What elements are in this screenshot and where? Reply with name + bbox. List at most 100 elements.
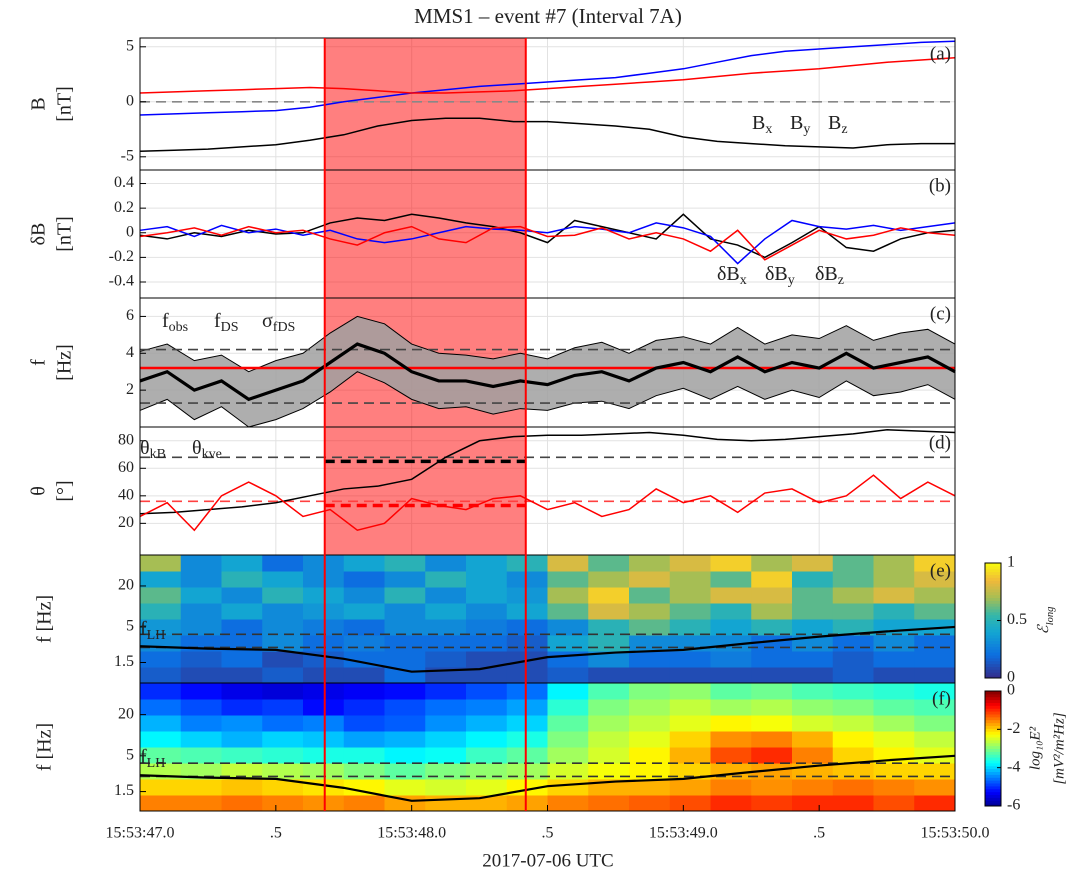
colorbar-swatch bbox=[985, 745, 1001, 749]
heatmap-cell bbox=[588, 683, 630, 700]
heatmap-cell bbox=[262, 571, 304, 588]
colorbar-swatch bbox=[985, 722, 1001, 726]
colorbar-swatch bbox=[985, 657, 1001, 662]
heatmap-cell bbox=[262, 699, 304, 716]
heatmap-cell bbox=[710, 731, 752, 748]
colorbar-swatch bbox=[985, 672, 1001, 676]
legend-entry: fobs bbox=[162, 310, 188, 336]
y-tick-label: -0.4 bbox=[109, 273, 134, 290]
colorbar-swatch bbox=[985, 655, 1001, 659]
heatmap-cell bbox=[384, 699, 426, 716]
heatmap-cell bbox=[180, 555, 222, 572]
heatmap-cell bbox=[873, 555, 915, 572]
interval-shade bbox=[324, 38, 526, 170]
y-tick-label: 6 bbox=[126, 307, 134, 324]
heatmap-cell bbox=[629, 619, 671, 636]
heatmap-cell bbox=[832, 651, 874, 668]
heatmap-cell bbox=[506, 699, 548, 716]
heatmap-cell bbox=[466, 555, 508, 572]
y-tick-label: 1.5 bbox=[114, 782, 134, 799]
heatmap-cell bbox=[506, 747, 548, 764]
y-axis-label: [Hz] bbox=[54, 344, 76, 381]
heatmap-cell bbox=[343, 747, 385, 764]
heatmap-cell bbox=[466, 571, 508, 588]
colorbar-swatch bbox=[985, 699, 1001, 703]
heatmap-cell bbox=[832, 555, 874, 572]
text-part: θ bbox=[140, 437, 150, 459]
x-tick-label: 15:53:50.0 bbox=[921, 825, 990, 842]
heatmap-cell bbox=[547, 603, 589, 620]
heatmap-cell bbox=[710, 699, 752, 716]
heatmap-cell bbox=[140, 715, 182, 732]
heatmap-cell bbox=[873, 667, 915, 684]
heatmap-cell bbox=[506, 795, 548, 812]
heatmap-cell bbox=[140, 555, 182, 572]
colorbar-swatch bbox=[985, 728, 1001, 732]
heatmap-cell bbox=[425, 619, 467, 636]
colorbar-swatch bbox=[985, 794, 1001, 798]
colorbar-tick-label: 0.5 bbox=[1007, 611, 1027, 628]
y-tick-label: 60 bbox=[118, 459, 134, 476]
heatmap-cell bbox=[221, 763, 263, 780]
heatmap-cell bbox=[343, 795, 385, 812]
colorbar-tick-label: 1 bbox=[1007, 554, 1015, 571]
text-part: x bbox=[765, 122, 772, 137]
heatmap-cell bbox=[629, 603, 671, 620]
heatmap-cell bbox=[832, 699, 874, 716]
legend-entry: θkB bbox=[140, 437, 166, 463]
colorbar-swatch bbox=[985, 571, 1001, 575]
heatmap-cell bbox=[873, 571, 915, 588]
heatmap-cell bbox=[262, 763, 304, 780]
heatmap-cell bbox=[832, 571, 874, 588]
heatmap-cell bbox=[506, 731, 548, 748]
colorbar-swatch bbox=[985, 725, 1001, 729]
colorbar-swatch bbox=[985, 637, 1001, 642]
heatmap-cell bbox=[588, 635, 630, 652]
heatmap-cell bbox=[914, 651, 956, 668]
interval-shade bbox=[324, 427, 526, 555]
heatmap-cell bbox=[221, 747, 263, 764]
heatmap-cell bbox=[588, 667, 630, 684]
heatmap-cell bbox=[140, 587, 182, 604]
x-tick-label: 15:53:49.0 bbox=[649, 825, 718, 842]
colorbar-swatch bbox=[985, 643, 1001, 647]
heatmap-cell bbox=[262, 683, 304, 700]
text-part: long bbox=[1045, 607, 1056, 626]
panel-label: (f) bbox=[932, 688, 951, 709]
text-part: σ bbox=[262, 310, 273, 332]
text-part: δB bbox=[815, 263, 838, 285]
heatmap-cell bbox=[588, 699, 630, 716]
heatmap-cell bbox=[710, 667, 752, 684]
y-tick-label: 2 bbox=[126, 381, 134, 398]
y-tick-label: 4 bbox=[126, 344, 134, 361]
heatmap-cell bbox=[547, 651, 589, 668]
heatmap-cell bbox=[629, 635, 671, 652]
colorbar-tick-label: 0 bbox=[1007, 669, 1015, 686]
heatmap-cell bbox=[547, 779, 589, 796]
colorbar-swatch bbox=[985, 762, 1001, 767]
text-part: x bbox=[740, 273, 747, 288]
colorbar-swatch bbox=[985, 617, 1001, 621]
heatmap-cell bbox=[303, 731, 345, 748]
colorbar-swatch bbox=[985, 614, 1001, 619]
heatmap-cell bbox=[262, 651, 304, 668]
heatmap-cell bbox=[873, 651, 915, 668]
heatmap-cell bbox=[710, 651, 752, 668]
heatmap-cell bbox=[140, 651, 182, 668]
heatmap-cell bbox=[792, 715, 834, 732]
panel-label: (c) bbox=[930, 303, 951, 324]
text-part: B bbox=[790, 112, 803, 134]
heatmap-cell bbox=[588, 619, 630, 636]
heatmap-cell bbox=[384, 619, 426, 636]
legend-entry: δBy bbox=[765, 263, 795, 289]
colorbar-label: ℰlong bbox=[1036, 607, 1056, 635]
colorbar-swatch bbox=[985, 577, 1001, 581]
y-axis-label: f [Hz] bbox=[34, 595, 56, 643]
heatmap-cell bbox=[914, 715, 956, 732]
heatmap-cell bbox=[221, 571, 263, 588]
heatmap-cell bbox=[221, 619, 263, 636]
colorbar-swatch bbox=[985, 734, 1001, 738]
colorbar-swatch bbox=[985, 565, 1001, 570]
heatmap-cell bbox=[384, 779, 426, 796]
colorbar-swatch bbox=[985, 611, 1001, 616]
